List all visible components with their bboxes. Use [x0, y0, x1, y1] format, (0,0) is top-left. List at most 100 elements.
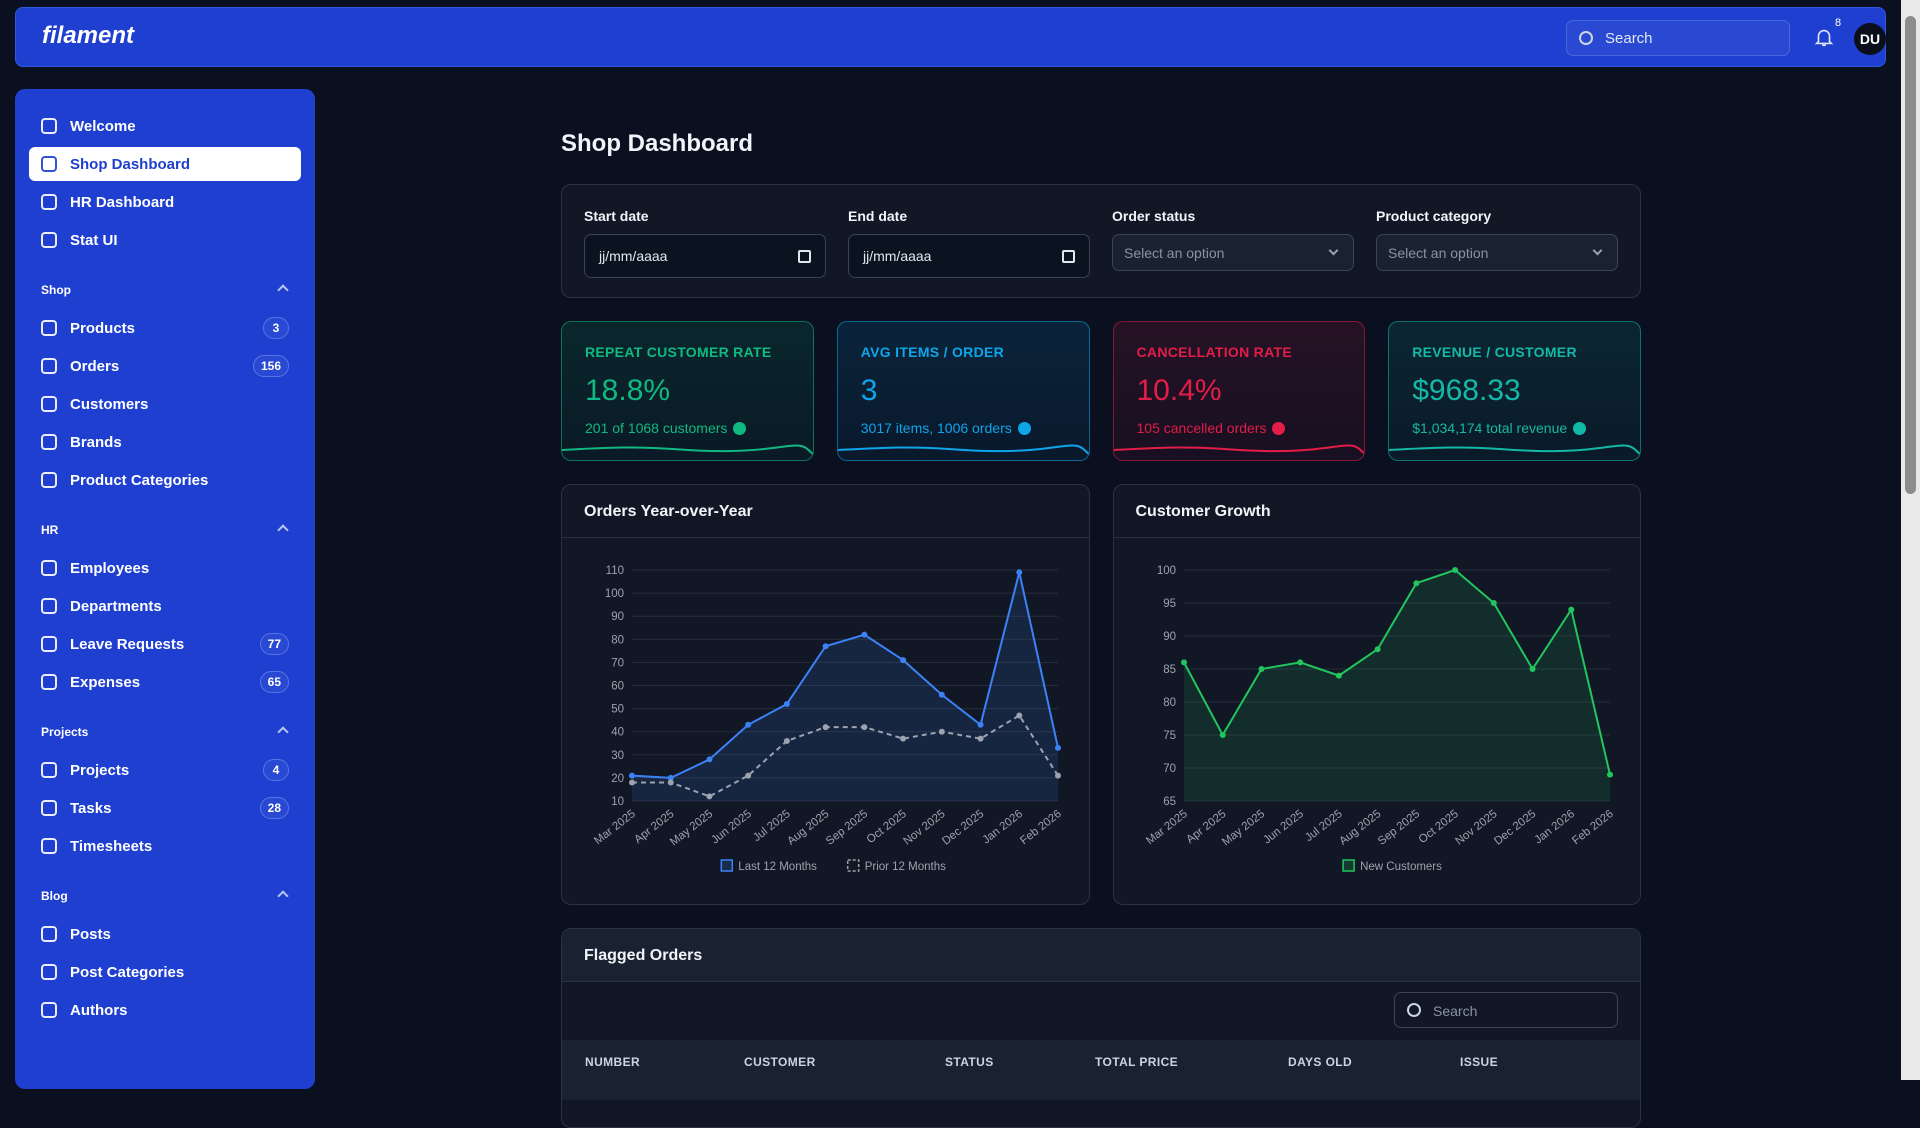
nav-item[interactable]: Shop Dashboard — [29, 147, 301, 181]
column-header[interactable]: CUSTOMER — [744, 1055, 816, 1069]
stat-description: $1,034,174 total revenue — [1412, 420, 1617, 436]
nav-group-heading[interactable]: Projects — [29, 725, 301, 741]
nav-icon — [41, 118, 57, 134]
point — [822, 724, 829, 731]
flagged-orders-table: Flagged Orders Search NUMBER CUSTOMER STAT… — [561, 928, 1641, 1128]
point — [629, 779, 635, 786]
filter-input[interactable]: jj/mm/aaaa — [848, 234, 1090, 278]
nav-icon — [41, 1002, 57, 1018]
nav-item[interactable]: Leave Requests 77 — [29, 627, 301, 661]
filter: Product category Select an option — [1376, 208, 1618, 276]
group-label: Projects — [41, 725, 89, 739]
collapse-chevron — [277, 726, 289, 738]
stat-description: 105 cancelled orders — [1137, 420, 1342, 436]
nav-item[interactable]: Employees — [29, 551, 301, 585]
nav-label: Departments — [70, 598, 162, 615]
nav-label: Employees — [70, 560, 150, 577]
filters: Start date jj/mm/aaaa End date jj/mm/aaaa Or… — [561, 184, 1641, 298]
notifications-button[interactable] — [1813, 26, 1835, 48]
y-tick-label: 75 — [1163, 730, 1176, 742]
nav-item[interactable]: Posts — [29, 917, 301, 951]
y-tick-label: 50 — [611, 704, 624, 716]
nav-item[interactable]: Tasks 28 — [29, 791, 301, 825]
sparkline — [562, 444, 813, 455]
table-search[interactable]: Search — [1394, 992, 1618, 1028]
nav-badge: 4 — [263, 759, 289, 781]
stat-label: REVENUE / CUSTOMER — [1412, 344, 1577, 360]
nav-icon — [41, 194, 57, 210]
column-header[interactable]: NUMBER — [585, 1055, 641, 1069]
nav-item[interactable]: HR Dashboard — [29, 185, 301, 219]
filter-input[interactable]: Select an option — [1112, 234, 1354, 271]
nav-item[interactable]: Product Categories — [29, 463, 301, 497]
nav-icon — [41, 800, 57, 816]
column-header[interactable]: ISSUE — [1460, 1055, 1499, 1069]
search-placeholder: Search — [1433, 1003, 1478, 1019]
column-header[interactable]: TOTAL PRICE — [1095, 1055, 1179, 1069]
stats: REPEAT CUSTOMER RATE 18.8% 201 of 1068 cus… — [561, 321, 1641, 461]
point — [1451, 567, 1458, 573]
nav-item[interactable]: Expenses 65 — [29, 665, 301, 699]
point — [745, 772, 752, 779]
nav-icon — [41, 762, 57, 778]
stat-label: REPEAT CUSTOMER RATE — [585, 344, 772, 360]
nav-item[interactable]: Post Categories — [29, 955, 301, 989]
nav-label: Shop Dashboard — [70, 156, 191, 173]
nav-group-heading[interactable]: Shop — [29, 283, 301, 299]
stat-value: 3 — [860, 374, 878, 407]
nav-badge: 156 — [252, 355, 289, 377]
point — [706, 756, 713, 763]
column-header[interactable]: DAYS OLD — [1288, 1055, 1353, 1069]
point — [1016, 569, 1023, 576]
nav-item[interactable]: Projects 4 — [29, 753, 301, 787]
filter-placeholder: jj/mm/aaaa — [863, 248, 932, 264]
nav-label: Timesheets — [70, 838, 153, 855]
nav-icon — [41, 358, 57, 374]
nav-item[interactable]: Brands — [29, 425, 301, 459]
y-tick-label: 70 — [611, 657, 624, 669]
legend-label: Last 12 Months — [738, 861, 817, 873]
user-avatar[interactable]: DU — [1854, 23, 1886, 55]
nav-group-heading[interactable]: Blog — [29, 889, 301, 905]
filter: End date jj/mm/aaaa — [848, 208, 1090, 278]
filter-label: End date — [848, 208, 908, 224]
filter-input[interactable]: Select an option — [1376, 234, 1618, 271]
x-tick-label: Feb 2026 — [1570, 808, 1616, 847]
nav-group-heading[interactable]: HR — [29, 523, 301, 539]
nav-item[interactable]: Departments — [29, 589, 301, 623]
nav-icon — [41, 560, 57, 576]
nav-item[interactable]: Timesheets — [29, 829, 301, 863]
nav-item[interactable]: Products 3 — [29, 311, 301, 345]
nav-item[interactable]: Orders 156 — [29, 349, 301, 383]
stat-description: 201 of 1068 customers — [585, 420, 790, 436]
nav-item[interactable]: Stat UI — [29, 223, 301, 257]
notification-count: 8 — [1835, 17, 1842, 29]
chart-card: Orders Year-over-Year 10 20 30 40 50 60 70 80 90 1… — [561, 484, 1090, 905]
nav-icon — [41, 964, 57, 980]
stat-description-text: 105 cancelled orders — [1136, 420, 1267, 436]
scrollbar-thumb[interactable] — [1905, 16, 1916, 494]
global-search[interactable]: Search — [1566, 20, 1790, 56]
column-header[interactable]: STATUS — [945, 1055, 994, 1069]
collapse-chevron — [277, 284, 289, 296]
nav-label: Expenses — [70, 674, 141, 691]
y-tick-label: 80 — [1163, 697, 1176, 709]
y-tick-label: 100 — [605, 588, 624, 600]
point — [667, 774, 674, 781]
nav-item[interactable]: Customers — [29, 387, 301, 421]
x-tick-label: Sep 2025 — [1376, 808, 1422, 848]
x-tick-label: Aug 2025 — [785, 808, 831, 848]
filter-input[interactable]: jj/mm/aaaa — [584, 234, 826, 278]
legend-label: New Customers — [1360, 861, 1442, 873]
sparkline-line — [837, 444, 1089, 455]
chart-title: Orders Year-over-Year — [562, 485, 1089, 538]
nav-item[interactable]: Welcome — [29, 109, 301, 143]
nav-item[interactable]: Authors — [29, 993, 301, 1027]
point — [745, 721, 752, 728]
table-title: Flagged Orders — [562, 929, 1640, 982]
nav-badge: 65 — [259, 671, 289, 693]
legend-swatch — [1341, 859, 1355, 872]
point — [938, 728, 945, 735]
logo[interactable]: filament — [42, 22, 135, 49]
